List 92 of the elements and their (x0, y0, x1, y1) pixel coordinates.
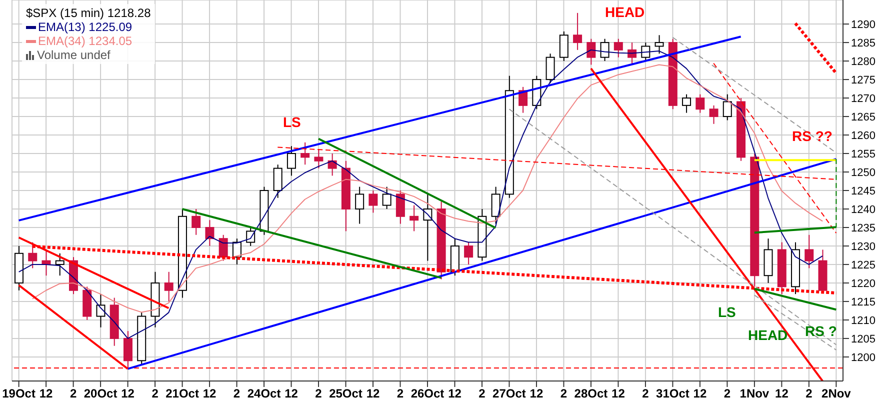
annotation: LS (283, 114, 301, 130)
x-tick-label: 28Oct (574, 386, 608, 401)
x-tick-label: 12 (612, 386, 626, 401)
x-tick-label: 2 (806, 386, 813, 401)
x-tick-label: 2 (560, 386, 568, 401)
x-tick-label: 27Oct (492, 386, 526, 401)
y-tick-label: 1240 (851, 204, 876, 216)
x-tick-label: 2 (396, 386, 404, 401)
y-tick-label: 1270 (851, 92, 876, 105)
y-tick-label: 1200 (851, 352, 876, 364)
candlestick (546, 53, 555, 84)
candlestick (410, 204, 419, 232)
legend-label: EMA(34) 1234.05 (38, 34, 132, 48)
candlestick (573, 12, 582, 50)
candlestick (314, 149, 324, 169)
candlestick (164, 271, 174, 302)
annotation: HEAD (748, 327, 788, 343)
y-tick-label: 1205 (851, 333, 876, 346)
y-tick-label: 1210 (851, 314, 876, 327)
x-tick-label: 12 (530, 386, 544, 401)
x-tick-label: 12 (448, 386, 462, 401)
text: $SPX (15 min) 1218.28 (26, 6, 151, 20)
x-tick-label: 12 (284, 386, 298, 401)
x-tick-label: 26Oct (410, 386, 444, 401)
x-tick-label: 12 (693, 386, 707, 401)
x-tick-label: 12 (39, 386, 54, 401)
x-tick-label: 1Nov (740, 386, 770, 401)
x-tick-label: 31Oct (656, 386, 690, 401)
x-tick-label: 2 (70, 386, 77, 401)
x-tick-label: 2 (315, 386, 322, 401)
y-tick-label: 1265 (851, 111, 876, 124)
y-tick-label: 1290 (851, 18, 876, 31)
x-tick-label: 2 (478, 386, 486, 401)
legend-label: EMA(13) 1225.09 (38, 20, 132, 34)
candlestick (123, 330, 132, 369)
candlestick (382, 186, 392, 210)
y-tick-label: 1250 (851, 166, 876, 179)
annotation: RS ?? (792, 128, 832, 144)
x-tick-label: 20Oct (84, 386, 118, 401)
annotation: Volume undef (37, 48, 110, 62)
y-tick-label: 1285 (851, 37, 876, 50)
candlestick (709, 104, 718, 124)
y-tick-label: 1245 (851, 185, 876, 198)
y-tick-label: 1280 (851, 56, 876, 68)
candlestick (628, 42, 637, 66)
y-tick-label: 1235 (851, 222, 876, 234)
x-tick-label: 21Oct (166, 386, 199, 401)
x-tick-label: 2 (233, 386, 240, 401)
y-tick-label: 1215 (851, 296, 876, 308)
y-tick-label: 1275 (851, 74, 876, 86)
candlestick (286, 146, 296, 176)
y-tick-label: 1255 (851, 148, 876, 160)
x-tick-label: 2 (642, 386, 650, 401)
candlestick (273, 164, 282, 198)
candlestick (368, 190, 378, 214)
annotation: RS ? (805, 323, 837, 339)
candlestick (192, 208, 201, 236)
y-tick-label: 1260 (851, 130, 876, 142)
candlestick (722, 94, 732, 121)
candlestick (804, 234, 814, 269)
candlestick (28, 242, 38, 269)
y-tick-label: 1220 (851, 278, 876, 290)
x-tick-label: 2 (724, 386, 731, 401)
candlestick (614, 38, 623, 58)
annotation: LS (718, 304, 736, 320)
candlestick (464, 242, 474, 265)
candlestick (559, 30, 568, 62)
x-tick-label: 12 (121, 386, 135, 401)
candlestick (55, 252, 64, 276)
candlestick (641, 42, 650, 62)
candlestick (586, 38, 596, 66)
y-tick-label: 1225 (851, 259, 876, 272)
x-tick-label: 24Oct (247, 386, 281, 401)
candlestick (96, 294, 106, 328)
x-tick-label: 12 (202, 386, 217, 401)
candlestick (654, 34, 664, 54)
candlestick (300, 142, 310, 166)
x-tick-label: 2Nov (822, 386, 852, 401)
candlestick (396, 190, 405, 224)
x-tick-label: 12 (775, 386, 789, 401)
x-tick-label: 19Oct (2, 386, 36, 401)
annotation: HEAD (605, 4, 645, 20)
y-tick-label: 1230 (851, 240, 876, 253)
candlestick (355, 186, 364, 224)
x-tick-label: 25Oct (329, 386, 362, 401)
candlestick (205, 220, 214, 246)
candlestick (600, 38, 610, 62)
candlestick (682, 94, 692, 114)
x-tick-label: 2 (152, 386, 159, 401)
x-tick-label: 12 (366, 386, 380, 401)
candlestick (696, 94, 705, 114)
candlestick (491, 186, 500, 224)
